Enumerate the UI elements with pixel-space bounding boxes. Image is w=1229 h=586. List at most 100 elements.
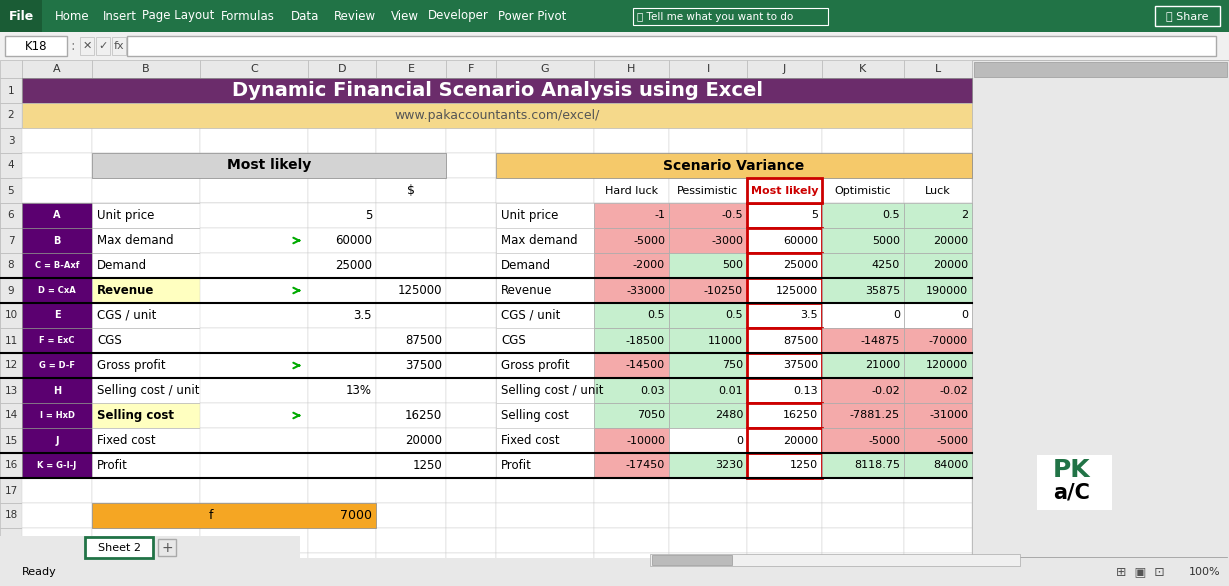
Text: ⊞  ▣  ⊡: ⊞ ▣ ⊡ [1116, 565, 1164, 578]
Text: 2: 2 [961, 210, 968, 220]
Bar [446, 253, 497, 278]
Text: Most likely: Most likely [751, 186, 819, 196]
Bar [376, 153, 446, 178]
Text: 5: 5 [7, 186, 15, 196]
Text: 10: 10 [5, 311, 17, 321]
Bar [308, 153, 376, 178]
Bar [669, 553, 747, 578]
Text: Unit price: Unit price [97, 209, 155, 222]
Bar [0, 0, 1229, 32]
Text: Dynamic Financial Scenario Analysis using Excel: Dynamic Financial Scenario Analysis usin… [231, 81, 762, 100]
Bar [497, 253, 594, 278]
Text: B: B [143, 64, 150, 74]
Bar [905, 228, 972, 253]
Bar [0, 253, 22, 278]
Bar [905, 303, 972, 328]
Bar [822, 228, 905, 253]
Text: 125000: 125000 [397, 284, 442, 297]
Bar [747, 353, 822, 378]
Bar [200, 353, 308, 378]
Bar [822, 428, 905, 453]
Bar [200, 378, 308, 403]
Bar [669, 278, 747, 303]
Text: +: + [161, 541, 173, 555]
Bar [200, 303, 308, 328]
Bar [446, 378, 497, 403]
Bar [0, 32, 1229, 60]
Bar [497, 428, 594, 453]
Bar [376, 228, 446, 253]
Text: Demand: Demand [501, 259, 551, 272]
Bar [446, 278, 497, 303]
Bar [112, 37, 127, 55]
Bar [92, 428, 200, 453]
Text: $: $ [407, 184, 415, 197]
Bar [92, 503, 376, 528]
Bar [22, 78, 92, 103]
Bar [905, 203, 972, 228]
Bar [972, 60, 1229, 574]
Bar [497, 528, 594, 553]
Bar [669, 228, 747, 253]
Bar [905, 353, 972, 378]
Text: J: J [55, 435, 59, 445]
Bar [0, 536, 300, 558]
Bar [497, 103, 594, 128]
Bar [22, 103, 972, 128]
Text: -2000: -2000 [633, 261, 665, 271]
Bar [200, 303, 308, 328]
Bar [594, 378, 669, 403]
Bar [308, 478, 376, 503]
Bar [92, 78, 200, 103]
Bar [376, 503, 446, 528]
Bar [308, 103, 376, 128]
Bar [594, 178, 669, 203]
Bar [92, 203, 200, 228]
Bar [747, 428, 822, 453]
Bar [747, 453, 822, 478]
Text: Review: Review [334, 9, 376, 22]
Text: CGS / unit: CGS / unit [501, 309, 560, 322]
Text: 13: 13 [5, 386, 17, 396]
Text: ✕: ✕ [82, 41, 92, 51]
Bar [594, 303, 669, 328]
Text: 3: 3 [7, 135, 15, 145]
Text: -0.02: -0.02 [871, 386, 900, 396]
Bar [594, 403, 669, 428]
Bar [905, 128, 972, 153]
Bar [446, 253, 497, 278]
Bar [92, 503, 200, 528]
Bar [308, 278, 376, 303]
Bar [905, 503, 972, 528]
Bar [308, 378, 376, 403]
Bar [446, 353, 497, 378]
Bar [822, 378, 905, 403]
Text: 15: 15 [5, 435, 17, 445]
Bar [669, 428, 747, 453]
Bar [22, 253, 92, 278]
Text: 0.5: 0.5 [648, 311, 665, 321]
Text: 9: 9 [7, 285, 15, 295]
Bar [497, 303, 594, 328]
Bar [308, 328, 376, 353]
Bar [0, 303, 22, 328]
Text: 60000: 60000 [336, 234, 372, 247]
Bar [497, 128, 594, 153]
Text: 13: 13 [5, 386, 17, 396]
Text: -0.5: -0.5 [721, 210, 744, 220]
Bar [0, 378, 22, 403]
Bar [905, 478, 972, 503]
Bar [822, 403, 905, 428]
Bar [594, 153, 669, 178]
Bar [92, 353, 200, 378]
Bar [308, 278, 376, 303]
Bar [22, 128, 92, 153]
Bar [308, 403, 376, 428]
Text: 20: 20 [5, 560, 17, 571]
Bar [446, 228, 497, 253]
Text: Profit: Profit [501, 459, 532, 472]
Text: F = ExC: F = ExC [39, 336, 75, 345]
Bar [376, 478, 446, 503]
Bar [497, 153, 594, 178]
Bar [92, 478, 200, 503]
